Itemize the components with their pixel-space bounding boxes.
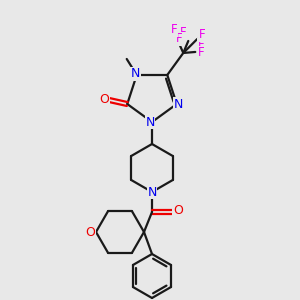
Text: O: O	[99, 92, 109, 106]
Text: N: N	[145, 116, 155, 128]
Text: F: F	[198, 38, 205, 52]
Text: N: N	[147, 185, 157, 199]
Text: F: F	[171, 23, 178, 37]
Text: N: N	[174, 98, 183, 110]
Text: O: O	[85, 226, 95, 238]
Text: F: F	[180, 26, 187, 40]
Text: F: F	[199, 28, 206, 41]
Text: F: F	[176, 32, 183, 46]
Text: F: F	[198, 46, 205, 59]
Text: N: N	[131, 68, 140, 80]
Text: O: O	[173, 205, 183, 218]
